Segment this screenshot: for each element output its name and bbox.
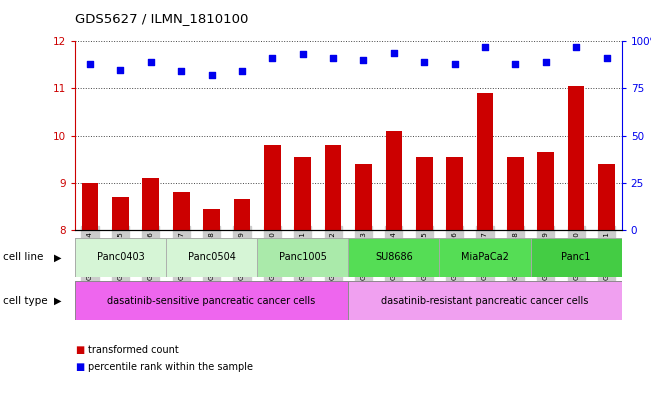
Text: Panc0504: Panc0504 (187, 252, 236, 263)
Bar (385, 131, 402, 230)
Bar (531, 238, 622, 277)
Bar (568, 86, 585, 230)
Bar (348, 238, 439, 277)
Text: GDS5627 / ILMN_1810100: GDS5627 / ILMN_1810100 (75, 12, 248, 25)
Bar (294, 157, 311, 230)
Text: ▶: ▶ (53, 296, 61, 306)
Bar (82, 183, 98, 230)
Bar (477, 93, 493, 230)
Bar (112, 197, 129, 230)
Text: cell line: cell line (3, 252, 44, 263)
Text: Panc1: Panc1 (561, 252, 591, 263)
Bar (75, 281, 348, 320)
Text: dasatinib-sensitive pancreatic cancer cells: dasatinib-sensitive pancreatic cancer ce… (107, 296, 316, 306)
Bar (325, 145, 341, 230)
Bar (143, 178, 159, 230)
Point (298, 51, 308, 58)
Point (571, 44, 581, 50)
Bar (257, 238, 348, 277)
Text: ▶: ▶ (53, 252, 61, 263)
Point (237, 68, 247, 75)
Text: ■: ■ (75, 345, 84, 355)
Text: MiaPaCa2: MiaPaCa2 (461, 252, 509, 263)
Bar (173, 192, 189, 230)
Point (176, 68, 186, 75)
Bar (416, 157, 432, 230)
Bar (75, 238, 166, 277)
Point (267, 55, 277, 61)
Text: Panc1005: Panc1005 (279, 252, 327, 263)
Bar (598, 164, 615, 230)
Point (115, 66, 126, 73)
Bar (203, 209, 220, 230)
Bar (446, 157, 463, 230)
Bar (264, 145, 281, 230)
Bar (355, 164, 372, 230)
Text: dasatinib-resistant pancreatic cancer cells: dasatinib-resistant pancreatic cancer ce… (381, 296, 589, 306)
Point (328, 55, 339, 61)
Text: percentile rank within the sample: percentile rank within the sample (88, 362, 253, 373)
Text: transformed count: transformed count (88, 345, 178, 355)
Text: SU8686: SU8686 (375, 252, 413, 263)
Text: ■: ■ (75, 362, 84, 373)
Point (419, 59, 430, 65)
Point (602, 55, 612, 61)
Point (85, 61, 95, 67)
Point (389, 50, 399, 56)
Point (146, 59, 156, 65)
Bar (348, 281, 622, 320)
Bar (507, 157, 523, 230)
Point (480, 44, 490, 50)
Point (510, 61, 521, 67)
Bar (234, 199, 250, 230)
Text: Panc0403: Panc0403 (96, 252, 145, 263)
Bar (537, 152, 554, 230)
Point (358, 57, 368, 63)
Point (449, 61, 460, 67)
Point (540, 59, 551, 65)
Point (206, 72, 217, 78)
Bar (439, 238, 531, 277)
Bar (166, 238, 257, 277)
Text: cell type: cell type (3, 296, 48, 306)
